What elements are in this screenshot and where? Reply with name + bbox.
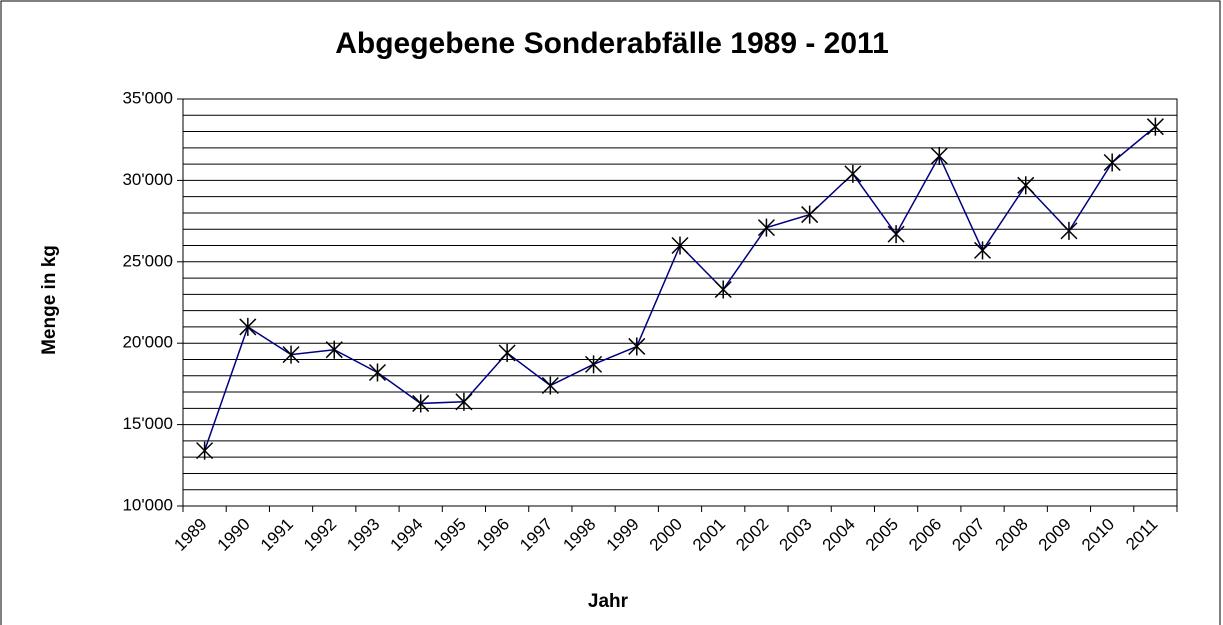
marker xyxy=(196,441,214,460)
y-tick-label: 35'000 xyxy=(122,88,173,107)
marker xyxy=(1060,221,1078,240)
marker xyxy=(628,337,646,356)
x-axis-label: Jahr xyxy=(588,591,629,612)
marker xyxy=(671,236,689,255)
marker xyxy=(498,343,516,362)
marker xyxy=(757,218,775,237)
marker xyxy=(1017,176,1035,195)
marker xyxy=(585,355,603,374)
marker xyxy=(1146,117,1164,136)
y-tick-label: 20'000 xyxy=(122,333,173,352)
y-tick-label: 10'000 xyxy=(122,495,173,514)
marker xyxy=(412,394,430,413)
marker xyxy=(714,280,732,299)
marker xyxy=(455,392,473,411)
marker xyxy=(887,225,905,244)
marker xyxy=(973,241,992,260)
marker xyxy=(368,363,387,382)
marker xyxy=(1103,153,1121,172)
marker xyxy=(930,146,948,165)
y-tick-label: 25'000 xyxy=(122,251,173,270)
y-tick-label: 15'000 xyxy=(122,414,173,433)
y-tick-label: 30'000 xyxy=(122,170,173,189)
marker xyxy=(541,376,559,395)
marker xyxy=(325,340,343,359)
marker xyxy=(282,345,300,364)
y-axis-label: Menge in kg xyxy=(39,245,60,355)
marker xyxy=(844,164,862,183)
plot-area xyxy=(183,99,1177,506)
plot-border xyxy=(182,98,1178,507)
chart-title: Abgegebene Sonderabfälle 1989 - 2011 xyxy=(335,27,889,60)
marker xyxy=(801,205,819,224)
marker xyxy=(239,317,257,336)
